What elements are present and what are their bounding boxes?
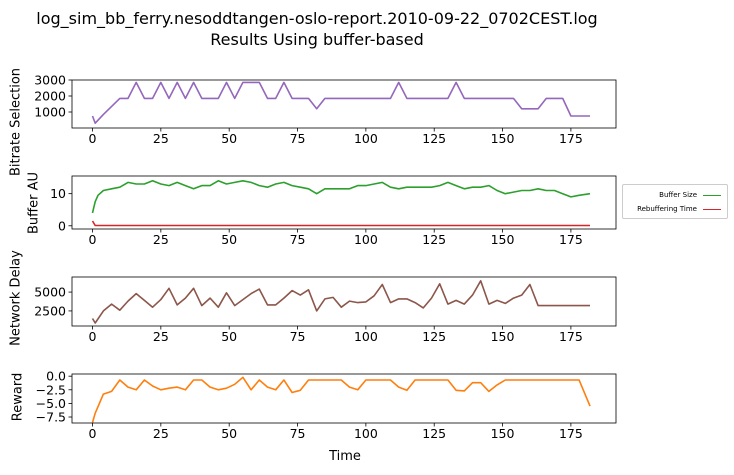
series-line-1-0 [91,180,591,214]
x-tick-label-0-5: 125 [422,131,446,146]
x-tick-label-1-1: 25 [153,232,169,247]
legend-label: Buffer Size [659,191,697,199]
y-tick-label-0-0: 1000 [34,105,66,120]
xlabel-time: Time [329,449,361,464]
x-tick-label-1-3: 75 [290,232,306,247]
x-tick-label-0-4: 100 [354,131,378,146]
x-tick-label-2-7: 175 [559,329,583,344]
series-line-2-0 [91,279,590,324]
ylabel-network-delay: Network Delay [8,250,24,346]
legend-label: Rebuffering Time [637,205,697,213]
legend-swatch [703,209,721,210]
legend-item-buffer-size: Buffer Size [623,188,727,202]
x-tick-label-3-1: 25 [153,426,169,441]
x-tick-label-1-4: 100 [354,232,378,247]
x-tick-label-3-3: 75 [290,426,306,441]
x-tick-label-1-2: 50 [221,232,237,247]
y-tick-label-2-1: 5000 [34,285,66,300]
y-tick-label-1-1: 10 [50,186,66,201]
series-line-0-0 [91,81,590,124]
x-tick-label-3-2: 50 [221,426,237,441]
x-tick-label-3-5: 125 [422,426,446,441]
axes-frame-3 [71,373,617,424]
x-tick-label-1-0: 0 [89,232,97,247]
x-tick-label-0-0: 0 [89,131,97,146]
ylabel-bitrate: Bitrate Selection [8,67,24,177]
legend-item-rebuffering-time: Rebuffering Time [623,202,727,216]
x-tick-label-2-1: 25 [153,329,169,344]
y-tick-label-0-1: 2000 [34,89,66,104]
ylabel-buffer: Buffer AU [26,172,42,234]
x-tick-label-2-2: 50 [221,329,237,344]
x-tick-label-0-6: 150 [491,131,515,146]
x-tick-label-2-3: 75 [290,329,306,344]
series-line-1-1 [91,220,590,227]
axes-frame-2 [71,276,617,327]
y-tick-label-2-0: 2500 [34,303,66,318]
x-tick-label-0-2: 50 [221,131,237,146]
x-tick-label-2-0: 0 [89,329,97,344]
x-tick-label-2-5: 125 [422,329,446,344]
x-tick-label-1-5: 125 [422,232,446,247]
y-tick-label-3-3: −7.5 [36,410,66,425]
axes-frame-1 [71,175,617,230]
x-tick-label-3-7: 175 [559,426,583,441]
chart-subtitle: Results Using buffer-based [210,30,424,49]
x-tick-label-0-1: 25 [153,131,169,146]
ylabel-reward: Reward [10,372,26,422]
x-tick-label-3-0: 0 [89,426,97,441]
y-tick-label-1-0: 0 [58,218,66,233]
axes-frame-0 [71,79,617,129]
x-tick-label-2-4: 100 [354,329,378,344]
x-tick-label-2-6: 150 [491,329,515,344]
chart-title: log_sim_bb_ferry.nesoddtangen-oslo-repor… [36,9,598,28]
series-line-3-0 [91,376,591,423]
y-tick-label-3-1: −2.5 [36,382,66,397]
legend: Buffer Size Rebuffering Time [622,184,728,219]
y-tick-label-0-2: 3000 [34,73,66,88]
x-tick-label-0-7: 175 [559,131,583,146]
x-tick-label-1-6: 150 [491,232,515,247]
x-tick-label-3-4: 100 [354,426,378,441]
x-tick-label-3-6: 150 [491,426,515,441]
y-tick-label-3-0: 0.0 [46,369,66,384]
x-tick-label-0-3: 75 [290,131,306,146]
legend-swatch [703,195,721,196]
x-tick-label-1-7: 175 [559,232,583,247]
y-tick-label-3-2: −5.0 [36,396,66,411]
